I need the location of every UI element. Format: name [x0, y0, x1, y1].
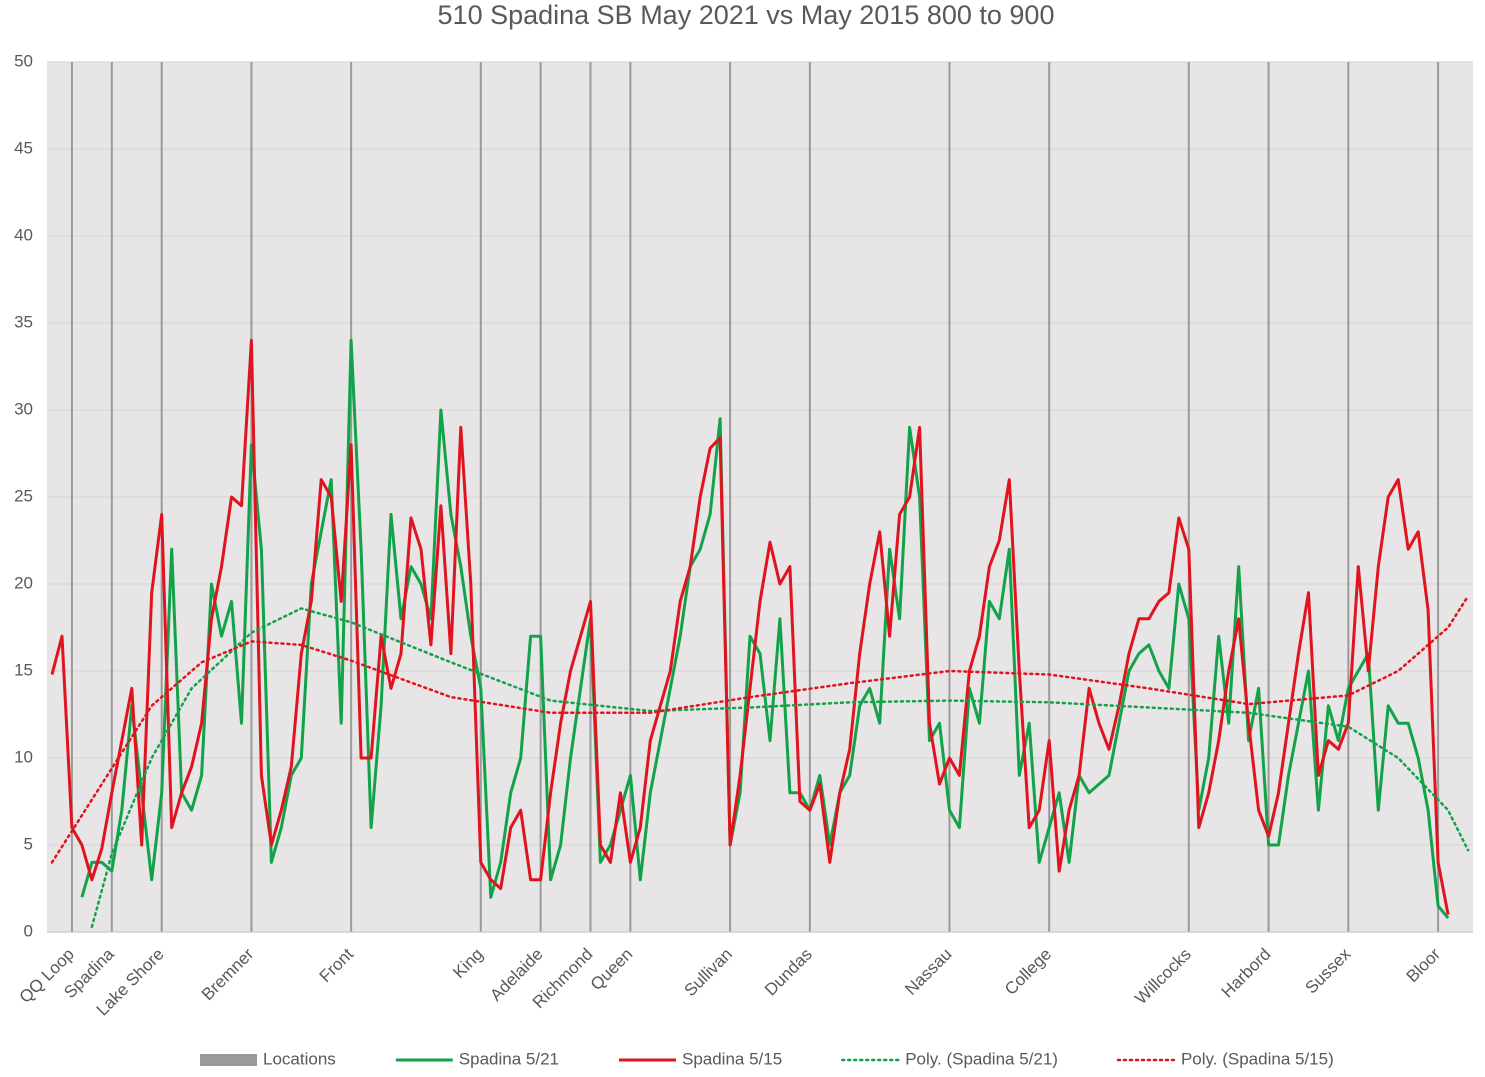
data-line: [50, 338, 1450, 915]
location-bar: [1347, 62, 1350, 932]
x-tick-label: Willcocks: [1131, 945, 1195, 1009]
trend-line: [90, 607, 1470, 929]
trend-line: [50, 594, 1470, 864]
x-tick-label: Dundas: [761, 945, 816, 1000]
legend-label: Spadina 5/15: [682, 1049, 782, 1068]
location-bar: [589, 62, 592, 932]
legend-label: Poly. (Spadina 5/15): [1181, 1049, 1334, 1068]
location-bar: [110, 62, 113, 932]
y-tick-label: 50: [14, 51, 33, 70]
chart-title: 510 Spadina SB May 2021 vs May 2015 800 …: [438, 0, 1055, 30]
x-tick-label: Bremner: [198, 944, 258, 1004]
x-tick-label: Bloor: [1403, 944, 1445, 986]
location-bar: [479, 62, 482, 932]
y-tick-label: 0: [24, 921, 33, 940]
x-tick-label: College: [1001, 945, 1055, 999]
location-bar: [948, 62, 951, 932]
location-bar: [250, 62, 253, 932]
legend-label: Poly. (Spadina 5/21): [905, 1049, 1058, 1068]
y-tick-label: 35: [14, 312, 33, 331]
legend-swatch: [200, 1054, 257, 1066]
y-tick-label: 20: [14, 573, 33, 592]
y-tick-label: 25: [14, 486, 33, 505]
legend: Locations Spadina 5/21 Spadina 5/15 Poly. (…: [200, 1049, 1334, 1068]
x-tick-label: Harbord: [1218, 945, 1275, 1002]
y-tick-label: 45: [14, 138, 33, 157]
location-bar: [808, 62, 811, 932]
x-tick-label: Front: [316, 944, 358, 986]
y-tick-label: 5: [24, 834, 33, 853]
y-tick-label: 30: [14, 399, 33, 418]
location-bar: [1187, 62, 1190, 932]
legend-label: Locations: [263, 1049, 336, 1068]
location-bar: [160, 62, 163, 932]
location-bar: [729, 62, 732, 932]
location-bar: [70, 62, 73, 932]
location-bar: [1048, 62, 1051, 932]
x-tick-label: Sullivan: [681, 945, 737, 1001]
legend-label: Spadina 5/21: [459, 1049, 559, 1068]
y-tick-label: 10: [14, 747, 33, 766]
x-tick-label: Nassau: [901, 945, 955, 999]
location-bar: [1437, 62, 1440, 932]
location-bar: [350, 62, 353, 932]
x-tick-label: Queen: [587, 945, 637, 995]
location-bar: [1267, 62, 1270, 932]
x-tick-label: Sussex: [1301, 944, 1354, 997]
location-bar: [539, 62, 542, 932]
location-bar: [629, 62, 632, 932]
y-tick-label: 40: [14, 225, 33, 244]
x-tick-label: King: [449, 945, 486, 982]
y-tick-label: 15: [14, 660, 33, 679]
